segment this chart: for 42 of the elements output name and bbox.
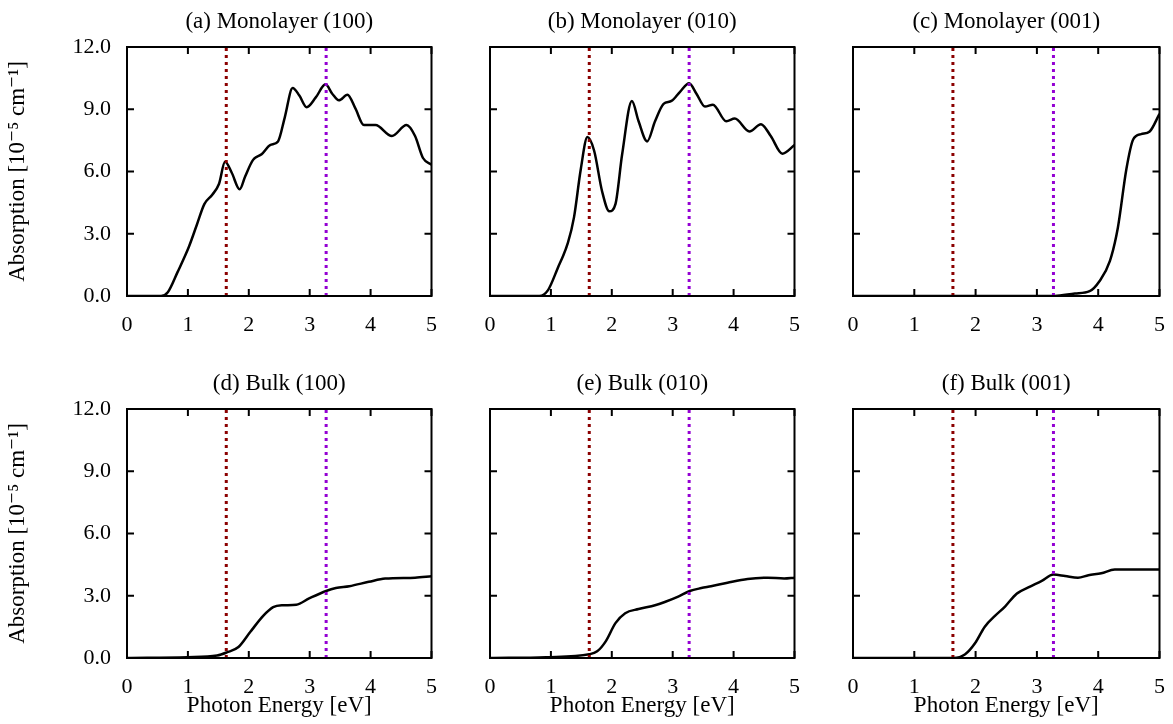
- x-tick-label: 0: [847, 672, 859, 698]
- x-tick-label: 4: [1092, 310, 1104, 336]
- y-axis-title: Absorption [10⁻⁵ cm⁻¹]: [3, 61, 29, 282]
- y-tick-label: 3.0: [83, 219, 111, 245]
- x-tick-label: 5: [1154, 672, 1165, 698]
- y-tick-label: 6.0: [83, 519, 111, 545]
- chart-title: (b) Monolayer (010): [547, 7, 737, 33]
- y-tick-label: 12.0: [72, 32, 111, 58]
- x-tick-label: 0: [847, 310, 859, 336]
- x-tick-label: 4: [365, 310, 377, 336]
- y-tick-label: 0.0: [83, 281, 111, 307]
- x-tick-label: 5: [789, 672, 800, 698]
- x-tick-label: 0: [484, 672, 496, 698]
- x-tick-label: 1: [182, 310, 194, 336]
- y-tick-label: 9.0: [83, 95, 111, 121]
- x-tick-label: 1: [545, 310, 557, 336]
- x-tick-label: 0: [121, 672, 133, 698]
- x-tick-label: 3: [1031, 310, 1043, 336]
- y-tick-label: 12.0: [72, 394, 111, 420]
- x-tick-label: 2: [970, 310, 982, 336]
- chart-title: (c) Monolayer (001): [912, 7, 1101, 33]
- chart-title: (d) Bulk (100): [212, 369, 346, 395]
- x-tick-label: 4: [728, 310, 740, 336]
- x-tick-label: 3: [304, 310, 316, 336]
- x-tick-label: 2: [243, 310, 255, 336]
- x-tick-label: 2: [606, 310, 618, 336]
- y-tick-label: 3.0: [83, 581, 111, 607]
- chart-title: (a) Monolayer (100): [185, 7, 374, 33]
- x-tick-label: 5: [1154, 310, 1165, 336]
- chart-title: (e) Bulk (010): [576, 369, 709, 395]
- chart-title: (f) Bulk (001): [941, 369, 1071, 395]
- x-tick-label: 0: [121, 310, 133, 336]
- y-tick-label: 6.0: [83, 157, 111, 183]
- y-tick-label: 0.0: [83, 643, 111, 669]
- x-tick-label: 5: [426, 672, 437, 698]
- x-tick-label: 1: [908, 310, 920, 336]
- x-tick-label: 5: [789, 310, 800, 336]
- x-tick-label: 5: [426, 310, 437, 336]
- x-tick-label: 0: [484, 310, 496, 336]
- x-tick-label: 3: [667, 310, 679, 336]
- y-tick-label: 9.0: [83, 457, 111, 483]
- y-axis-title: Absorption [10⁻⁵ cm⁻¹]: [3, 423, 29, 644]
